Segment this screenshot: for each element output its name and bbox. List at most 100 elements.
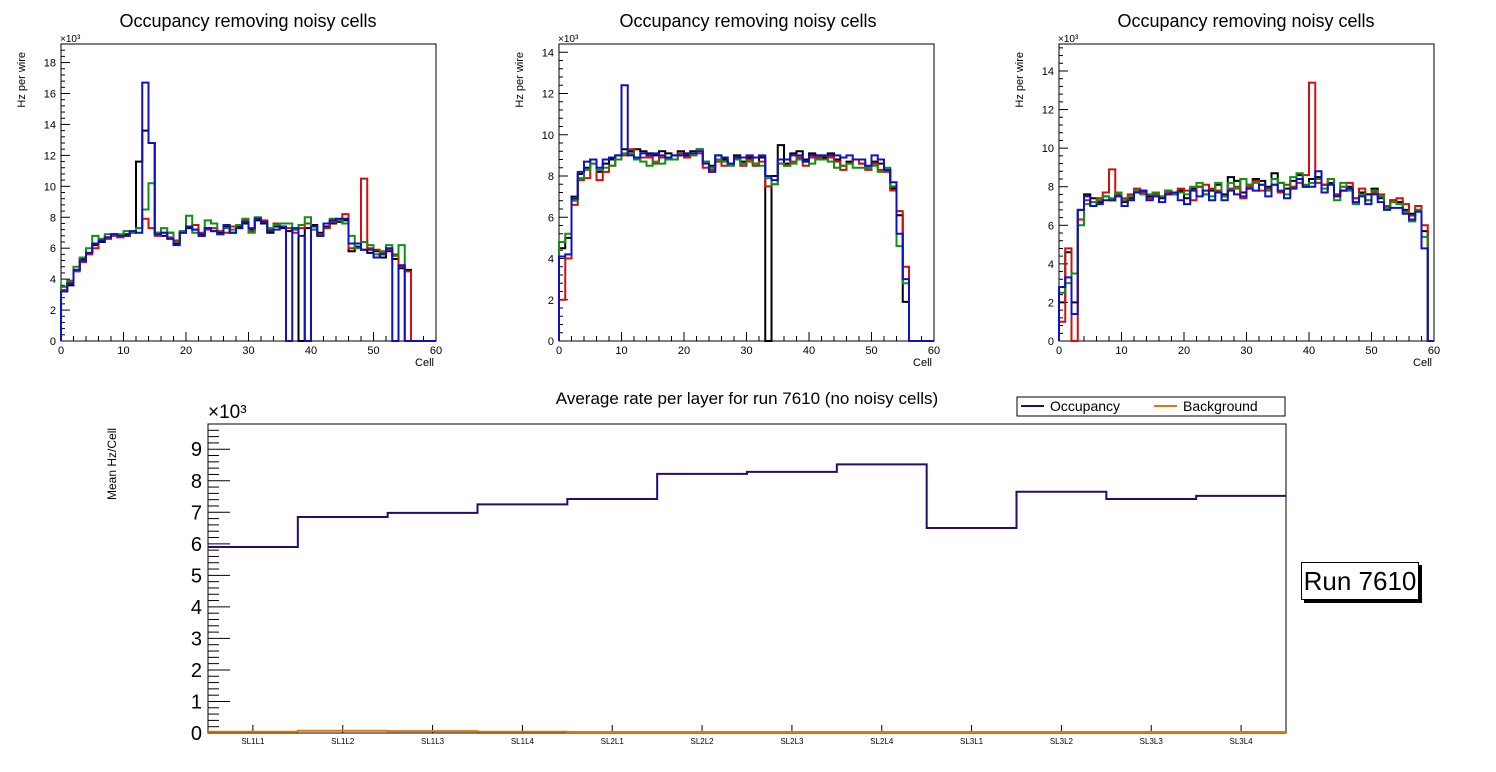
x-tick-label: 50 — [865, 345, 877, 357]
histogram-series-layer-4 — [60, 81, 436, 342]
y-tick-label: 18 — [44, 58, 56, 70]
y-tick-label: 12 — [1042, 105, 1054, 117]
y-tick-label: 7 — [191, 502, 202, 524]
x-category-label: SL2L2 — [691, 737, 715, 746]
y-tick-label: 16 — [44, 89, 56, 101]
x-category-label: SL1L2 — [331, 737, 355, 746]
x-tick-label: 50 — [1365, 345, 1377, 357]
y-tick-label: 1 — [191, 691, 202, 713]
series-background — [208, 729, 1286, 734]
run-label: Run 7610 — [1303, 566, 1417, 596]
run-label-box: Run 7610 — [1301, 562, 1419, 600]
plot-frame — [60, 43, 437, 342]
x-tick-label: 60 — [1428, 345, 1440, 357]
x-tick-label: 20 — [180, 345, 192, 357]
x-category-label: SL2L4 — [870, 737, 894, 746]
y-tick-label: 6 — [548, 212, 554, 224]
y-tick-label: 4 — [50, 274, 56, 286]
y-tick-label: 0 — [50, 336, 56, 348]
plot-frame — [558, 43, 935, 342]
y-tick-label: 12 — [44, 150, 56, 162]
x-category-label: SL3L3 — [1140, 737, 1164, 746]
x-category-label: SL3L4 — [1230, 737, 1254, 746]
y-tick-label: 6 — [50, 243, 56, 255]
y-tick-label: 12 — [542, 89, 554, 101]
legend-label-background: Background — [1183, 398, 1258, 414]
y-exponent: ×10³ — [60, 34, 81, 45]
legend: Occupancy Background — [1016, 396, 1286, 417]
x-tick-label: 0 — [1056, 345, 1062, 357]
y-tick-label: 5 — [191, 565, 202, 587]
histogram-series-layer-2 — [1058, 81, 1434, 342]
x-tick-label: 10 — [117, 345, 129, 357]
y-tick-label: 0 — [548, 336, 554, 348]
y-tick-label: 14 — [542, 47, 554, 59]
x-tick-label: 10 — [615, 345, 627, 357]
average-rate-chart: Average rate per layer for run 7610 (no … — [105, 389, 1287, 746]
x-tick-label: 40 — [803, 345, 815, 357]
x-tick-label: 30 — [740, 345, 752, 357]
y-exponent: ×10³ — [1058, 34, 1079, 45]
chart-title: Occupancy removing noisy cells — [619, 11, 876, 31]
x-category-label: SL2L1 — [601, 737, 625, 746]
y-tick-label: 4 — [548, 254, 554, 266]
histogram-series-layer-2 — [558, 148, 934, 342]
y-tick-label: 10 — [542, 130, 554, 142]
x-category-label: SL2L3 — [780, 737, 804, 746]
y-exponent: ×10³ — [208, 402, 247, 423]
y-tick-label: 3 — [191, 628, 202, 650]
x-category-label: SL1L4 — [511, 737, 535, 746]
x-tick-label: 60 — [430, 345, 442, 357]
y-tick-label: 6 — [191, 534, 202, 556]
x-tick-label: 30 — [242, 345, 254, 357]
y-tick-label: 10 — [1042, 143, 1054, 155]
chart-title: Occupancy removing noisy cells — [119, 11, 376, 31]
y-tick-label: 9 — [191, 439, 202, 461]
x-tick-label: 0 — [58, 345, 64, 357]
x-tick-label: 40 — [1303, 345, 1315, 357]
histogram-series-layer-3 — [60, 182, 436, 342]
x-category-label: SL3L1 — [960, 737, 984, 746]
x-tick-label: 30 — [1240, 345, 1252, 357]
x-tick-label: 60 — [928, 345, 940, 357]
histogram-series-layer-4 — [1058, 170, 1434, 342]
histogram-series-layer-2 — [60, 177, 436, 342]
histogram-series-layer-4 — [558, 84, 934, 342]
histogram-series-layer-3 — [558, 148, 934, 342]
y-tick-label: 8 — [191, 471, 202, 493]
y-axis-label: Mean Hz/Cell — [105, 428, 119, 500]
series-occupancy — [208, 463, 1286, 548]
y-tick-label: 8 — [1048, 182, 1054, 194]
x-category-label: SL1L1 — [241, 737, 265, 746]
x-axis-label: Cell — [913, 357, 932, 369]
y-tick-label: 10 — [44, 181, 56, 193]
y-axis-label: Hz per wire — [514, 52, 526, 108]
y-tick-label: 4 — [1048, 259, 1054, 271]
y-tick-label: 2 — [1048, 297, 1054, 309]
plot-frame — [207, 423, 1287, 734]
y-axis-label: Hz per wire — [1014, 52, 1026, 108]
y-tick-label: 2 — [191, 660, 202, 682]
y-tick-label: 8 — [50, 212, 56, 224]
y-tick-label: 2 — [50, 305, 56, 317]
y-tick-label: 2 — [548, 295, 554, 307]
x-category-label: SL3L2 — [1050, 737, 1074, 746]
x-category-label: SL1L3 — [421, 737, 445, 746]
y-tick-label: 0 — [1048, 336, 1054, 348]
x-tick-label: 10 — [1115, 345, 1127, 357]
x-tick-label: 20 — [1178, 345, 1190, 357]
x-tick-label: 50 — [367, 345, 379, 357]
x-tick-label: 0 — [556, 345, 562, 357]
x-tick-label: 20 — [678, 345, 690, 357]
chart-title: Occupancy removing noisy cells — [1117, 11, 1374, 31]
y-axis-label: Hz per wire — [16, 52, 28, 108]
histogram-series-layer-1 — [558, 144, 934, 342]
chart-title: Average rate per layer for run 7610 (no … — [556, 389, 938, 408]
y-tick-label: 4 — [191, 597, 202, 619]
y-tick-label: 6 — [1048, 220, 1054, 232]
x-tick-label: 40 — [305, 345, 317, 357]
x-axis-label: Cell — [415, 357, 434, 369]
